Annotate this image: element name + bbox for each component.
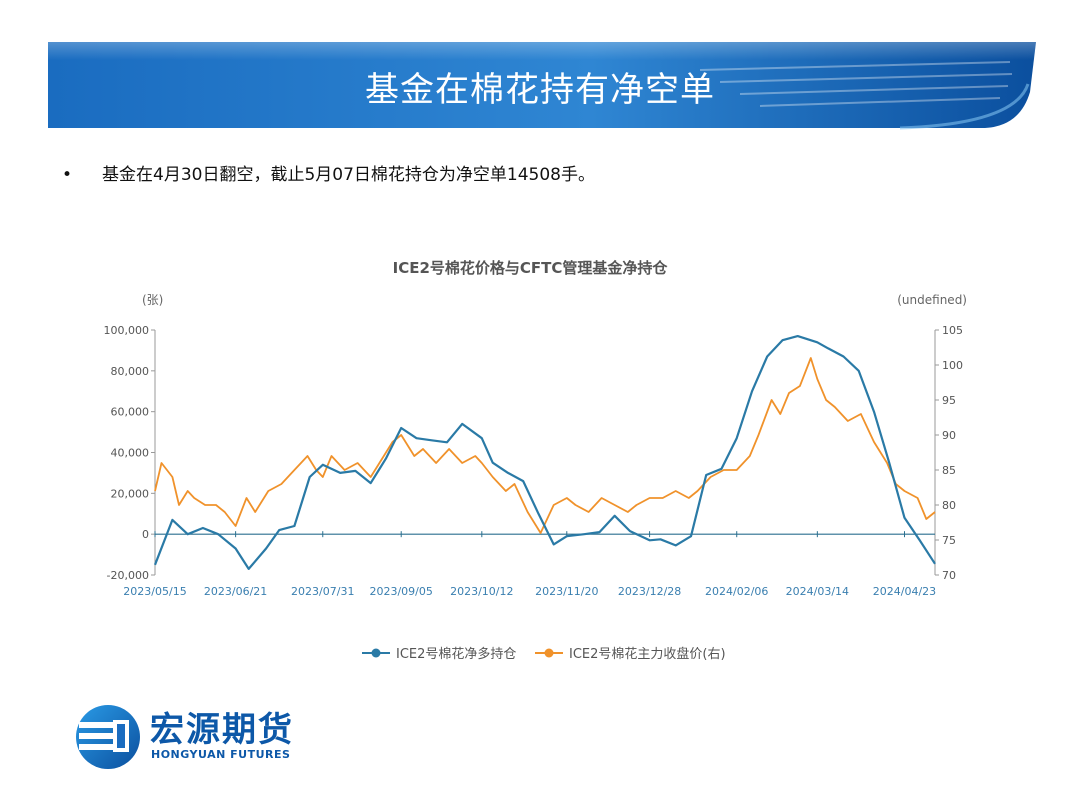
y-tick-label-right: 100 <box>942 359 963 372</box>
x-tick-label: 2023/10/12 <box>450 585 513 598</box>
bullet-text: 基金在4月30日翻空，截止5月07日棉花持仓为净空单14508手。 <box>102 165 595 185</box>
chart-title: ICE2号棉花价格与CFTC管理基金净持仓 <box>393 259 669 277</box>
x-tick-label: 2024/04/23 <box>873 585 936 598</box>
y-tick-label-right: 105 <box>942 324 963 337</box>
bullet-marker: • <box>62 165 73 185</box>
banner-graphic <box>48 42 1036 130</box>
y-tick-label-right: 80 <box>942 499 956 512</box>
legend-label: ICE2号棉花主力收盘价(右) <box>569 646 726 662</box>
y-tick-label-right: 85 <box>942 464 956 477</box>
company-logo: 宏源期货 HONGYUAN FUTURES <box>75 702 315 772</box>
y-tick-label-left: 0 <box>142 528 149 541</box>
page-title: 基金在棉花持有净空单 <box>365 70 715 110</box>
legend-label: ICE2号棉花净多持仓 <box>396 646 516 662</box>
legend-marker <box>371 648 381 658</box>
y-tick-label-right: 90 <box>942 429 956 442</box>
series-line-net-long <box>153 334 936 570</box>
logo-chinese-name: 宏源期货 <box>150 710 294 750</box>
x-tick-label: 2023/05/15 <box>123 585 186 598</box>
x-tick-label: 2023/07/31 <box>291 585 354 598</box>
y-axis-left-label: (张) <box>142 293 163 307</box>
logo-icon <box>76 705 140 769</box>
y-tick-label-left: 60,000 <box>111 406 150 419</box>
y-tick-label-left: 40,000 <box>111 447 150 460</box>
y-tick-label-left: -20,000 <box>107 569 149 582</box>
chart-container: ICE2号棉花价格与CFTC管理基金净持仓 (张) (undefined) 10… <box>100 240 990 670</box>
legend-marker <box>544 648 554 658</box>
x-tick-label: 2024/02/06 <box>705 585 768 598</box>
x-tick-label: 2023/06/21 <box>204 585 267 598</box>
bullet-item: • 基金在4月30日翻空，截止5月07日棉花持仓为净空单14508手。 <box>62 160 595 185</box>
logo-english-name: HONGYUAN FUTURES <box>151 748 291 761</box>
x-tick-label: 2023/11/20 <box>535 585 598 598</box>
y-tick-label-left: 20,000 <box>111 487 150 500</box>
y-tick-label-right: 75 <box>942 534 956 547</box>
x-tick-label: 2024/03/14 <box>786 585 849 598</box>
x-tick-label: 2023/09/05 <box>369 585 432 598</box>
x-tick-label: 2023/12/28 <box>618 585 681 598</box>
y-tick-label-left: 100,000 <box>104 324 150 337</box>
y-tick-label-right: 70 <box>942 569 956 582</box>
y-tick-label-left: 80,000 <box>111 365 150 378</box>
title-banner: 基金在棉花持有净空单 <box>0 0 1080 135</box>
line-chart: ICE2号棉花价格与CFTC管理基金净持仓 (张) (undefined) 10… <box>104 259 968 662</box>
series-line-close-price <box>154 357 936 534</box>
y-axis-right-label: (undefined) <box>897 293 967 307</box>
y-tick-label-right: 95 <box>942 394 956 407</box>
